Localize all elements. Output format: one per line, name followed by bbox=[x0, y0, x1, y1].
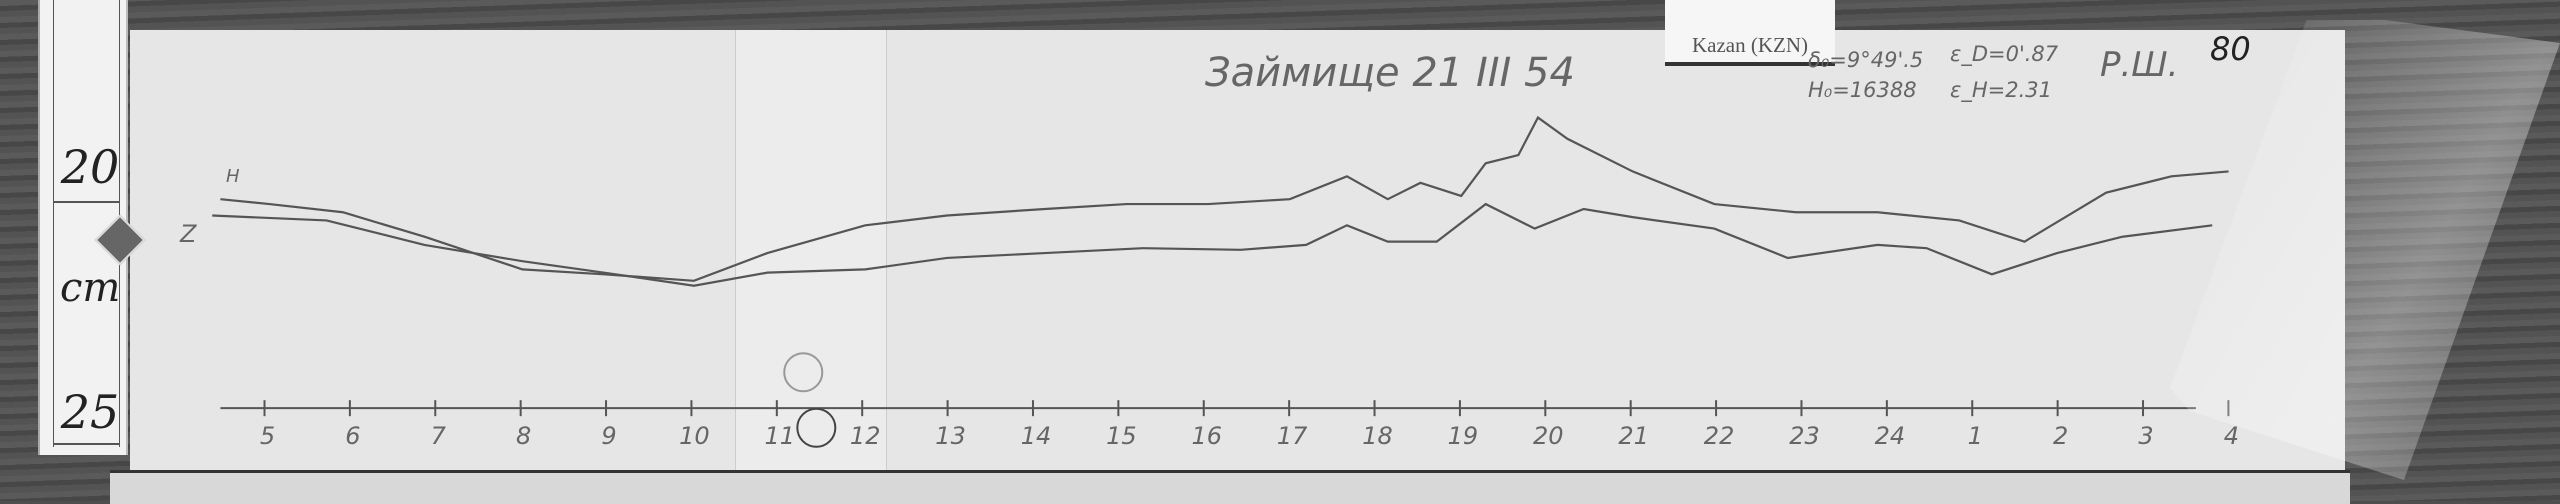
ruler-mark-20: 20 bbox=[60, 140, 120, 194]
hour-label: 22 bbox=[1703, 422, 1735, 451]
ruler-unit: cm bbox=[60, 265, 121, 311]
bottom-strip bbox=[110, 470, 2350, 504]
hour-label: 14 bbox=[1020, 422, 1052, 451]
scale-value-h: ε_H=2.31 bbox=[1950, 78, 2052, 102]
hour-label: 21 bbox=[1618, 422, 1649, 451]
hour-label: 18 bbox=[1362, 422, 1393, 451]
hour-label: 13 bbox=[935, 422, 966, 451]
hour-label: 9 bbox=[601, 422, 617, 451]
hour-label: 23 bbox=[1789, 422, 1820, 451]
initials: Р.Ш. bbox=[2100, 45, 2179, 85]
registration-hole bbox=[783, 352, 824, 393]
z-trace bbox=[212, 202, 2213, 287]
z-trace-label: Z bbox=[180, 220, 197, 248]
hour-label: 4 bbox=[2223, 422, 2240, 451]
hour-label: 3 bbox=[2138, 422, 2154, 451]
hour-label: 11 bbox=[764, 422, 796, 451]
registration-hole bbox=[796, 407, 837, 448]
hour-label: 8 bbox=[516, 422, 532, 451]
hour-label: 20 bbox=[1533, 422, 1564, 451]
hour-label: 17 bbox=[1276, 422, 1308, 451]
station-tag: Kazan (KZN) bbox=[1665, 0, 1835, 66]
hour-label: 6 bbox=[345, 422, 361, 451]
transparent-overlay bbox=[735, 30, 887, 470]
hour-label: 7 bbox=[430, 422, 446, 451]
hour-label: 12 bbox=[849, 422, 881, 451]
hour-label: 24 bbox=[1874, 422, 1906, 451]
declination-base: δ₀=9°49'.5 bbox=[1808, 48, 1924, 72]
station-tag-text: Kazan (KZN) bbox=[1691, 33, 1809, 57]
ruler-mark-25: 25 bbox=[60, 385, 120, 439]
hour-label: 1 bbox=[1967, 422, 1983, 451]
hour-label: 5 bbox=[259, 422, 276, 451]
h-trace-label: H bbox=[226, 166, 240, 187]
hour-label: 15 bbox=[1106, 422, 1137, 451]
sheet-number: 80 bbox=[2210, 30, 2251, 68]
h-trace bbox=[220, 115, 2229, 282]
hour-label: 16 bbox=[1191, 422, 1223, 451]
h-base: H₀=16388 bbox=[1808, 78, 1917, 102]
cm-ruler: 20 cm 25 bbox=[38, 0, 146, 455]
scale-value-d: ε_D=0'.87 bbox=[1950, 42, 2059, 66]
hour-label: 19 bbox=[1447, 422, 1479, 451]
hour-label: 10 bbox=[679, 422, 710, 451]
hour-label: 2 bbox=[2052, 422, 2069, 451]
station-date: Займище 21 III 54 bbox=[1205, 50, 1575, 96]
